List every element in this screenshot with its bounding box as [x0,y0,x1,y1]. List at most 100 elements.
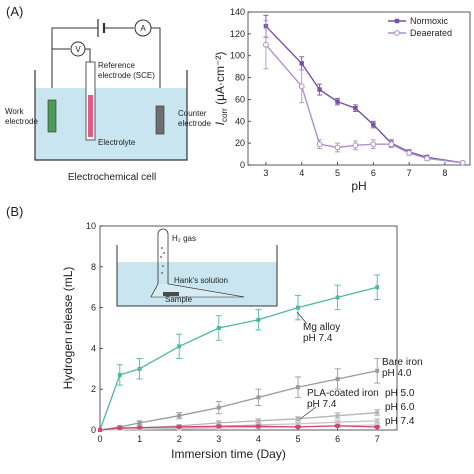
counter-label-line1: Counter [178,109,207,118]
hydrogen-series-4-label: pH 7.4 [385,416,415,427]
hydrogen-series-1-point [137,420,142,425]
icorr-x-tick-label: 6 [371,168,376,178]
hydrogen-series-3-label: pH 6.0 [385,402,415,413]
hydrogen-series-1-point [256,395,261,400]
hydrogen-series-5-point [216,424,221,429]
hydrogen-y-tick-label: 2 [91,384,96,394]
hydrogen-series-1-point [296,385,300,390]
hydrogen-series-2-point [296,416,300,421]
icorr-x-axis-title: pH [351,179,366,193]
hydrogen-series-0-point [256,317,261,322]
hydrogen-series-5-point [117,425,122,430]
icorr-x-tick-label: 4 [299,168,304,178]
legend-1-marker [394,30,400,36]
icorr-x-tick-label: 7 [407,168,412,178]
solution-label: Hank's solution [174,276,228,285]
gas-bubble [162,265,164,267]
icorr-series-1-point [370,141,377,148]
icorr-series-1-point [406,150,413,156]
icorr-y-tick-label: 120 [230,29,245,39]
icorr-y-tick-label: 40 [235,116,245,126]
gas-label: H₂ gas [172,234,196,243]
icorr-series-0-point [353,105,358,111]
hydrogen-series-0-label: pH 7.4 [303,333,333,344]
hydrogen-x-tick-label: 6 [335,434,340,444]
icorr-x-tick-label: 5 [335,168,340,178]
icorr-series-1-point [263,41,269,48]
icorr-y-tick-label: 100 [230,51,245,61]
hydrogen-series-5-point [375,424,380,429]
icorr-x-tick-label: 8 [442,168,447,178]
ammeter-label: A [140,24,146,33]
hydrogen-x-tick-label: 4 [256,434,261,444]
hydrogen-series-0-point [296,305,300,310]
icorr-y-tick-label: 60 [235,94,245,104]
icorr-series-1-point [334,144,341,151]
hydrogen-series-3-point [375,418,380,423]
icorr-series-1-line [265,44,463,164]
hydrogen-series-2-point [256,418,261,423]
hydrogen-series-0-label: Mg alloy [303,322,340,333]
hydrogen-series-5-point [296,424,300,429]
hydrogen-series-1-label: pH 4.0 [382,368,412,379]
hydrogen-series-1-point [335,377,340,381]
legend-0-marker [394,18,400,24]
icorr-y-tick-label: 20 [235,138,245,148]
hydrogen-x-axis-title: Immersion time (Day) [171,447,286,461]
hydrogen-series-3-point [335,420,340,425]
hydrogen-series-1-point [177,413,182,418]
hydrogen-series-2-point [375,410,380,415]
icorr-series-0-point [335,99,340,104]
icorr-series-1-point [298,83,305,90]
icorr-series-0-line [265,25,463,164]
gas-bubble [161,247,163,249]
hydrogen-series-4-point [375,422,380,427]
work-label-line1: Work [5,107,25,116]
icorr-series-0-point [299,61,304,66]
legend-0-label: Normoxic [410,16,449,26]
reference-electrode-wire [88,95,93,137]
hydrogen-series-0-point [335,295,340,300]
tube-inset-diagram: H₂ gas Hank's solution Sample [116,228,278,307]
beaker-outline [34,70,188,161]
hydrogen-series-2-label: pH 5.0 [385,388,415,399]
hydrogen-series-0-point [216,326,221,330]
panel-label-a: (A) [6,4,23,19]
gas-bubble [161,272,163,274]
hydrogen-y-axis-title: Hydrogen release (mL) [61,267,75,390]
icorr-series-1-point [352,142,359,149]
hydrogen-series-5-point [177,424,182,429]
hydrogen-series-2-point [335,413,340,418]
hydrogen-plot-frame [99,225,398,431]
hydrogen-x-tick-label: 7 [375,434,380,444]
hydrogen-x-tick-label: 2 [177,434,182,444]
gas-bubble [160,256,162,258]
hydrogen-series-2-point [216,420,221,425]
icorr-plot-frame [247,11,471,166]
voltmeter-label: V [75,45,81,54]
hydrogen-series-0-point [137,366,142,371]
electrochemical-cell-diagram: A V Reference electrode (SCE) Work elect… [5,19,211,183]
pla-coated-pointer [299,406,317,420]
work-electrode [47,99,57,133]
icorr-y-axis-title: Icorr (μA·cm⁻²) [213,52,229,126]
icorr-y-tick-label: 80 [235,73,245,83]
cell-caption: Electrochemical cell [68,172,156,183]
icorr-series-1-point [316,141,323,148]
gas-bubble [163,252,165,254]
work-label-line2: electrode [5,117,38,126]
hydrogen-y-tick-label: 10 [86,221,96,231]
hydrogen-series-1-point [375,368,380,373]
hydrogen-y-tick-label: 0 [91,425,96,435]
icorr-series-0-point [317,87,322,92]
reference-label-line2: electrode (SCE) [98,71,155,80]
hydrogen-x-tick-label: 5 [295,434,300,444]
hydrogen-x-tick-label: 1 [137,434,142,444]
hydrogen-series-5-label: PLA-coated iron [307,388,379,399]
hydrogen-series-3-point [296,421,300,426]
hydrogen-series-0-point [117,372,122,377]
icorr-y-tick-label: 140 [230,7,245,17]
hydrogen-series-5-point [256,424,261,429]
